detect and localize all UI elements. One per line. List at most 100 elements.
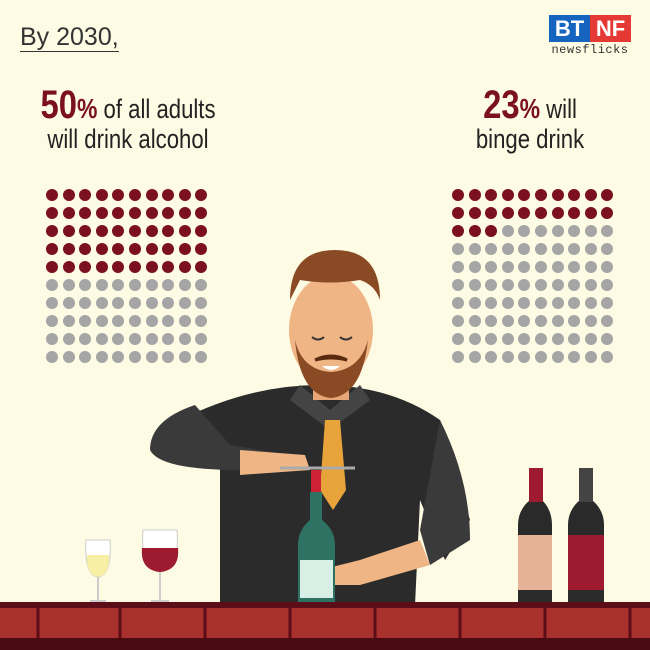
dot-filled bbox=[452, 225, 464, 237]
dot-empty bbox=[584, 243, 597, 255]
logo-nf: NF bbox=[590, 15, 631, 42]
dot-empty bbox=[485, 243, 498, 255]
dot-empty bbox=[601, 243, 614, 255]
logo-tagline: newsflicks bbox=[551, 43, 629, 57]
dot-empty bbox=[162, 351, 175, 363]
dot-empty bbox=[46, 351, 58, 363]
dot-empty bbox=[584, 333, 597, 345]
dot-filled bbox=[95, 189, 108, 201]
dot-empty bbox=[128, 297, 141, 309]
dot-empty bbox=[162, 297, 175, 309]
dot-filled bbox=[501, 189, 514, 201]
dot-filled bbox=[584, 189, 597, 201]
dot-empty bbox=[468, 243, 481, 255]
dot-filled bbox=[178, 261, 191, 273]
dot-filled bbox=[112, 207, 125, 219]
dot-filled bbox=[518, 189, 531, 201]
dot-empty bbox=[584, 315, 597, 327]
dot-empty bbox=[46, 279, 58, 291]
dot-empty bbox=[601, 279, 614, 291]
dot-filled bbox=[178, 189, 191, 201]
dot-empty bbox=[601, 297, 614, 309]
dot-empty bbox=[62, 333, 75, 345]
dot-empty bbox=[551, 261, 564, 273]
dot-empty bbox=[551, 351, 564, 363]
dot-empty bbox=[568, 243, 581, 255]
dot-empty bbox=[551, 315, 564, 327]
dot-filled bbox=[568, 207, 581, 219]
dot-filled bbox=[112, 189, 125, 201]
dot-empty bbox=[145, 333, 158, 345]
dot-empty bbox=[568, 351, 581, 363]
dot-empty bbox=[79, 351, 92, 363]
dot-empty bbox=[485, 261, 498, 273]
dot-empty bbox=[46, 333, 58, 345]
dot-empty bbox=[534, 243, 547, 255]
dot-filled bbox=[62, 189, 75, 201]
dot-empty bbox=[501, 261, 514, 273]
dot-filled bbox=[46, 225, 58, 237]
dot-empty bbox=[551, 279, 564, 291]
dot-empty bbox=[452, 261, 464, 273]
dot-empty bbox=[601, 261, 614, 273]
dot-empty bbox=[162, 333, 175, 345]
dot-empty bbox=[568, 225, 581, 237]
dot-filled bbox=[112, 225, 125, 237]
dot-empty bbox=[534, 261, 547, 273]
dot-empty bbox=[601, 333, 614, 345]
dot-filled bbox=[551, 207, 564, 219]
dot-filled bbox=[601, 207, 614, 219]
dot-filled bbox=[145, 189, 158, 201]
dot-empty bbox=[112, 297, 125, 309]
dot-empty bbox=[128, 351, 141, 363]
dot-filled bbox=[518, 207, 531, 219]
dot-empty bbox=[534, 333, 547, 345]
dot-empty bbox=[468, 297, 481, 309]
dot-empty bbox=[195, 279, 208, 291]
dot-empty bbox=[518, 351, 531, 363]
dot-filled bbox=[178, 243, 191, 255]
dot-empty bbox=[584, 297, 597, 309]
dot-empty bbox=[485, 333, 498, 345]
dot-empty bbox=[518, 279, 531, 291]
stat-line2: binge drink bbox=[475, 124, 585, 154]
dot-empty bbox=[178, 315, 191, 327]
dot-empty bbox=[95, 279, 108, 291]
dot-empty bbox=[468, 351, 481, 363]
dot-empty bbox=[46, 297, 58, 309]
dot-empty bbox=[468, 261, 481, 273]
dot-filled bbox=[162, 207, 175, 219]
dot-empty bbox=[551, 297, 564, 309]
dot-empty bbox=[568, 261, 581, 273]
dot-filled bbox=[128, 207, 141, 219]
dot-empty bbox=[452, 315, 464, 327]
dot-empty bbox=[485, 351, 498, 363]
stat-percent-sign: % bbox=[76, 93, 98, 124]
dot-filled bbox=[95, 243, 108, 255]
dot-filled bbox=[534, 207, 547, 219]
stat-percent-sign: % bbox=[519, 93, 541, 124]
dot-filled bbox=[95, 207, 108, 219]
dot-empty bbox=[452, 333, 464, 345]
dot-empty bbox=[534, 315, 547, 327]
dot-empty bbox=[452, 351, 464, 363]
stat-percent: 23 bbox=[483, 83, 520, 127]
dot-filled bbox=[485, 225, 498, 237]
dot-filled bbox=[162, 243, 175, 255]
dot-empty bbox=[501, 297, 514, 309]
dot-empty bbox=[79, 333, 92, 345]
dot-empty bbox=[128, 333, 141, 345]
dot-empty bbox=[145, 315, 158, 327]
dot-empty bbox=[501, 225, 514, 237]
stat-binge-drink: 23% will binge drink bbox=[448, 85, 612, 154]
dot-empty bbox=[568, 315, 581, 327]
dot-empty bbox=[501, 333, 514, 345]
dot-empty bbox=[584, 225, 597, 237]
dot-filled bbox=[95, 261, 108, 273]
dot-empty bbox=[501, 315, 514, 327]
dot-empty bbox=[518, 225, 531, 237]
dot-empty bbox=[518, 261, 531, 273]
dot-empty bbox=[112, 333, 125, 345]
dot-grid-adults-drink bbox=[46, 189, 208, 363]
dot-empty bbox=[452, 243, 464, 255]
